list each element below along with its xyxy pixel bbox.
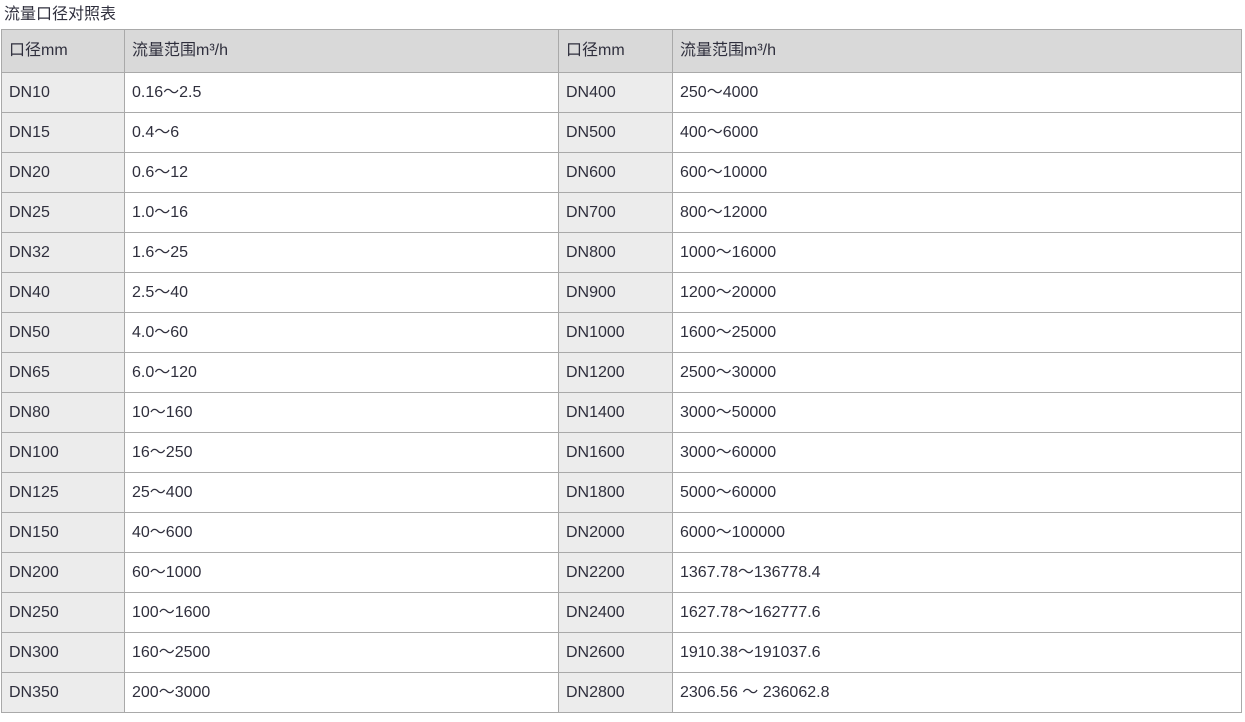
cell-flow-range-right: 1367.78～136778.4: [672, 552, 1242, 593]
cell-diameter-left: DN32: [1, 232, 125, 273]
table-row: DN40 2.5～40 DN900 1200～20000: [1, 272, 1242, 313]
cell-flow-range-left: 160～2500: [124, 632, 559, 673]
cell-diameter-left: DN50: [1, 312, 125, 353]
cell-flow-range-right: 400～6000: [672, 112, 1242, 153]
table-row: DN20 0.6～12 DN600 600～10000: [1, 152, 1242, 193]
cell-flow-range-right: 3000～50000: [672, 392, 1242, 433]
cell-flow-range-left: 60～1000: [124, 552, 559, 593]
cell-diameter-left: DN15: [1, 112, 125, 153]
cell-diameter-right: DN1800: [558, 472, 673, 513]
cell-diameter-left: DN125: [1, 472, 125, 513]
cell-diameter-left: DN80: [1, 392, 125, 433]
cell-flow-range-left: 1.6～25: [124, 232, 559, 273]
table-header-row: 口径mm 流量范围m³/h 口径mm 流量范围m³/h: [1, 29, 1242, 73]
cell-flow-range-right: 1627.78～162777.6: [672, 592, 1242, 633]
cell-diameter-right: DN700: [558, 192, 673, 233]
table-body: DN10 0.16～2.5 DN400 250～4000 DN15 0.4～6 DN500 4…: [1, 72, 1242, 713]
cell-flow-range-left: 16～250: [124, 432, 559, 473]
table-row: DN350 200～3000 DN2800 2306.56 ～ 236062.8: [1, 672, 1242, 713]
table-row: DN300 160～2500 DN2600 1910.38～191037.6: [1, 632, 1242, 673]
cell-flow-range-left: 0.6～12: [124, 152, 559, 193]
cell-flow-range-right: 1910.38～191037.6: [672, 632, 1242, 673]
cell-flow-range-right: 1200～20000: [672, 272, 1242, 313]
table-row: DN50 4.0～60 DN1000 1600～25000: [1, 312, 1242, 353]
cell-diameter-left: DN250: [1, 592, 125, 633]
column-header-flow-range-right: 流量范围m³/h: [672, 29, 1242, 73]
cell-diameter-right: DN1600: [558, 432, 673, 473]
cell-flow-range-left: 0.4～6: [124, 112, 559, 153]
cell-flow-range-left: 1.0～16: [124, 192, 559, 233]
cell-flow-range-left: 6.0～120: [124, 352, 559, 393]
cell-flow-range-right: 1000～16000: [672, 232, 1242, 273]
table-row: DN32 1.6～25 DN800 1000～16000: [1, 232, 1242, 273]
cell-diameter-right: DN2400: [558, 592, 673, 633]
cell-diameter-left: DN40: [1, 272, 125, 313]
table-row: DN10 0.16～2.5 DN400 250～4000: [1, 72, 1242, 113]
table-row: DN25 1.0～16 DN700 800～12000: [1, 192, 1242, 233]
table-row: DN15 0.4～6 DN500 400～6000: [1, 112, 1242, 153]
cell-diameter-right: DN1400: [558, 392, 673, 433]
cell-diameter-right: DN900: [558, 272, 673, 313]
table-row: DN65 6.0～120 DN1200 2500～30000: [1, 352, 1242, 393]
cell-diameter-left: DN25: [1, 192, 125, 233]
cell-diameter-right: DN400: [558, 72, 673, 113]
cell-flow-range-left: 0.16～2.5: [124, 72, 559, 113]
column-header-flow-range-left: 流量范围m³/h: [124, 29, 559, 73]
cell-flow-range-right: 3000～60000: [672, 432, 1242, 473]
cell-flow-range-left: 10～160: [124, 392, 559, 433]
cell-diameter-right: DN600: [558, 152, 673, 193]
cell-diameter-left: DN100: [1, 432, 125, 473]
cell-diameter-left: DN300: [1, 632, 125, 673]
table-header: 口径mm 流量范围m³/h 口径mm 流量范围m³/h: [1, 29, 1242, 73]
cell-diameter-left: DN200: [1, 552, 125, 593]
cell-flow-range-right: 800～12000: [672, 192, 1242, 233]
cell-diameter-left: DN150: [1, 512, 125, 553]
cell-flow-range-left: 100～1600: [124, 592, 559, 633]
cell-flow-range-right: 5000～60000: [672, 472, 1242, 513]
cell-diameter-right: DN2000: [558, 512, 673, 553]
cell-diameter-right: DN500: [558, 112, 673, 153]
cell-diameter-left: DN350: [1, 672, 125, 713]
cell-flow-range-left: 4.0～60: [124, 312, 559, 353]
column-header-diameter-left: 口径mm: [1, 29, 125, 73]
table-row: DN80 10～160 DN1400 3000～50000: [1, 392, 1242, 433]
cell-diameter-right: DN1200: [558, 352, 673, 393]
cell-flow-range-right: 1600～25000: [672, 312, 1242, 353]
cell-flow-range-right: 600～10000: [672, 152, 1242, 193]
cell-flow-range-left: 2.5～40: [124, 272, 559, 313]
cell-diameter-right: DN2800: [558, 672, 673, 713]
cell-diameter-right: DN2200: [558, 552, 673, 593]
cell-diameter-left: DN65: [1, 352, 125, 393]
table-row: DN150 40～600 DN2000 6000～100000: [1, 512, 1242, 553]
cell-flow-range-right: 6000～100000: [672, 512, 1242, 553]
table-row: DN100 16～250 DN1600 3000～60000: [1, 432, 1242, 473]
cell-flow-range-left: 25～400: [124, 472, 559, 513]
cell-flow-range-right: 2306.56 ～ 236062.8: [672, 672, 1242, 713]
flow-diameter-table: 口径mm 流量范围m³/h 口径mm 流量范围m³/h DN10 0.16～2.5…: [1, 29, 1242, 713]
cell-flow-range-left: 200～3000: [124, 672, 559, 713]
cell-flow-range-left: 40～600: [124, 512, 559, 553]
column-header-diameter-right: 口径mm: [558, 29, 673, 73]
cell-diameter-right: DN800: [558, 232, 673, 273]
page-title: 流量口径对照表: [4, 6, 117, 23]
cell-diameter-left: DN20: [1, 152, 125, 193]
table-row: DN250 100～1600 DN2400 1627.78～162777.6: [1, 592, 1242, 633]
cell-diameter-right: DN1000: [558, 312, 673, 353]
cell-flow-range-right: 2500～30000: [672, 352, 1242, 393]
cell-flow-range-right: 250～4000: [672, 72, 1242, 113]
table-row: DN200 60～1000 DN2200 1367.78～136778.4: [1, 552, 1242, 593]
cell-diameter-left: DN10: [1, 72, 125, 113]
cell-diameter-right: DN2600: [558, 632, 673, 673]
table-row: DN125 25～400 DN1800 5000～60000: [1, 472, 1242, 513]
